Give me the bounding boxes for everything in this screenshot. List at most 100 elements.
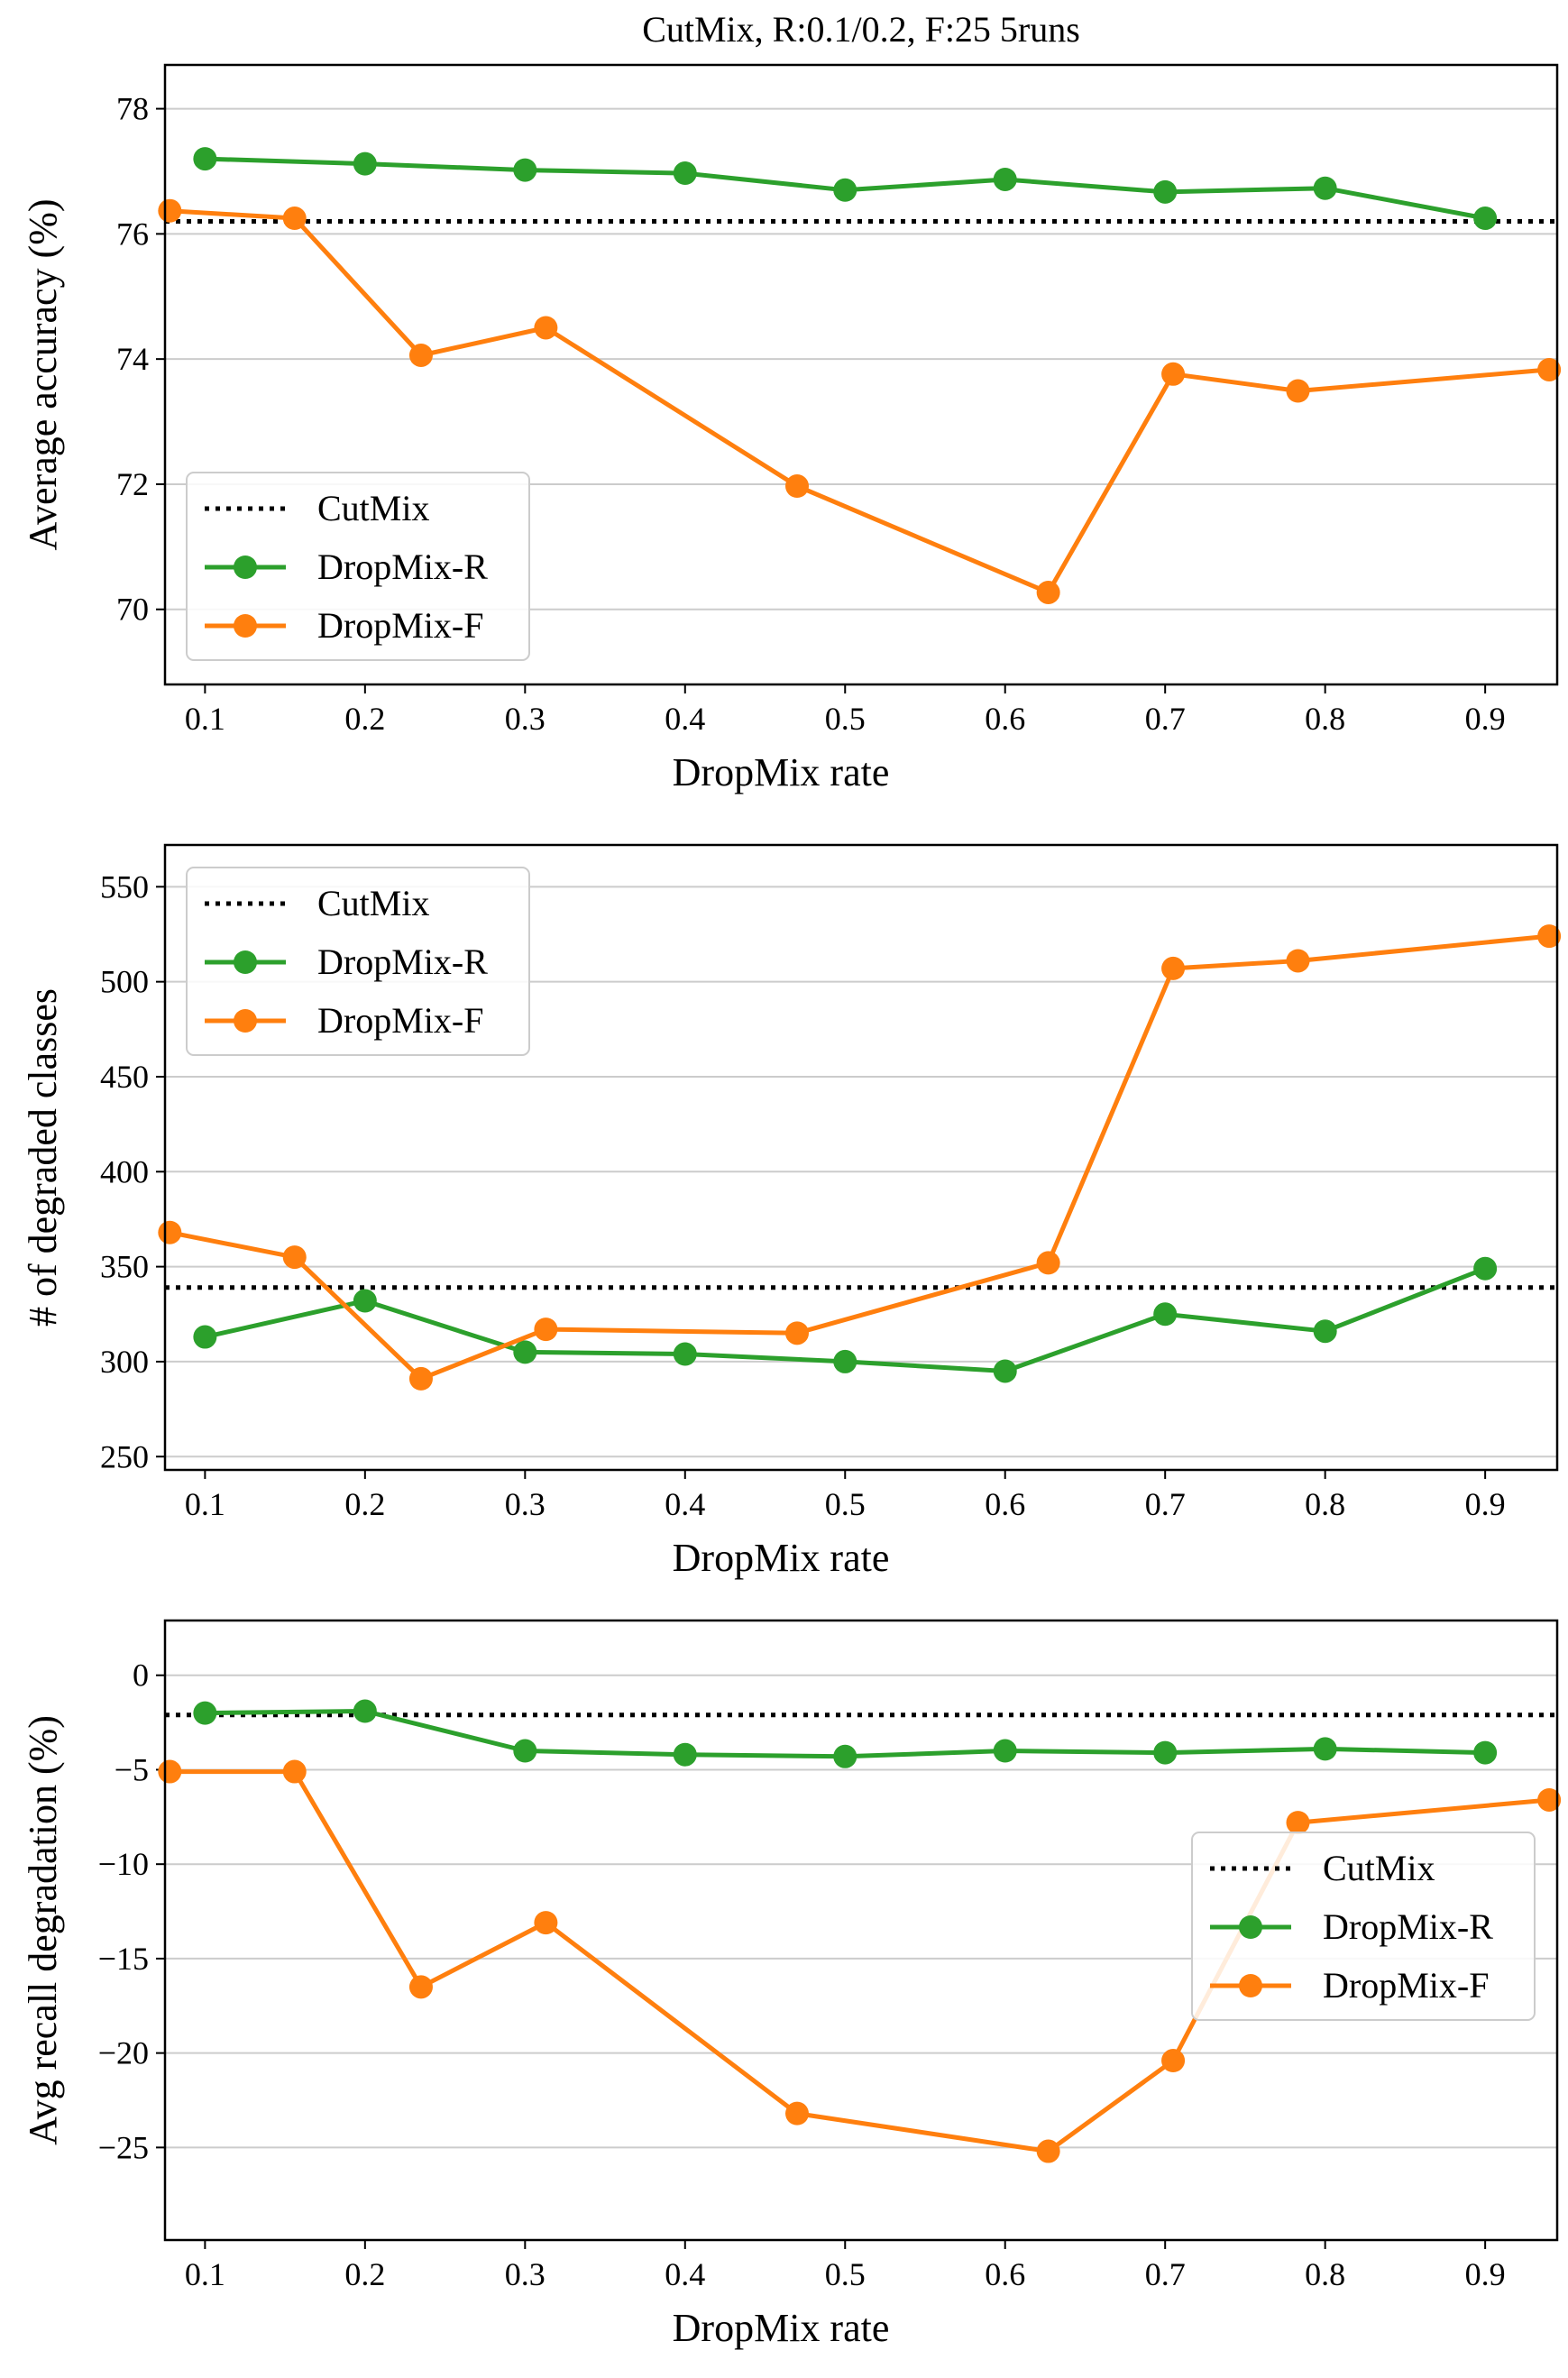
dropmix-f-point xyxy=(1537,357,1562,381)
y-tick-label: 250 xyxy=(100,1438,149,1474)
y-tick-label: 350 xyxy=(100,1249,149,1285)
y-tick-label: 72 xyxy=(116,466,149,502)
x-tick-label: 0.5 xyxy=(825,1486,866,1522)
y-tick-label: 78 xyxy=(116,91,149,127)
y-tick-label: 450 xyxy=(100,1059,149,1095)
legend-label: DropMix-F xyxy=(317,1000,483,1041)
dropmix-f-point xyxy=(158,1759,182,1784)
dropmix-f-point xyxy=(1036,1251,1060,1275)
x-tick-label: 0.6 xyxy=(985,701,1025,737)
chart-panel-3: 0 −5 −10 −15 −20 −25 0.1 0.2 0.3 0.4 0.5 0.6 0.7 0.8 0… xyxy=(21,1619,1562,2350)
legend-box xyxy=(186,472,530,661)
legend-swatch-marker xyxy=(234,555,257,579)
x-tick-label: 0.9 xyxy=(1465,1486,1506,1522)
legend-label: DropMix-F xyxy=(317,605,483,646)
x-tick-label: 0.1 xyxy=(185,2256,225,2292)
x-tick-label: 0.3 xyxy=(505,701,546,737)
chart-panel-1: 70 72 74 76 78 0.1 0.2 0.3 0.4 0.5 0.6 0.7 0.8 0.9 Dro… xyxy=(21,63,1562,794)
dropmix-f-point xyxy=(408,1366,433,1391)
y-tick-label: 550 xyxy=(100,868,149,904)
dropmix-r-point xyxy=(513,1340,537,1364)
x-axis-label: DropMix rate xyxy=(673,2306,890,2350)
dropmix-r-point xyxy=(353,1699,377,1723)
y-tick-label: 400 xyxy=(100,1153,149,1189)
dropmix-r-point xyxy=(833,1349,857,1373)
x-tick-label: 0.7 xyxy=(1145,2256,1186,2292)
dropmix-f-point xyxy=(282,1245,307,1270)
dropmix-f-point xyxy=(1537,1787,1562,1812)
dropmix-r-point xyxy=(513,1739,537,1763)
y-axis-label: # of degraded classes xyxy=(21,988,65,1327)
y-tick-label: 74 xyxy=(116,341,149,377)
x-tick-label: 0.4 xyxy=(665,701,705,737)
dropmix-r-point xyxy=(353,151,377,176)
dropmix-f-point xyxy=(1036,2139,1060,2163)
dropmix-f-point xyxy=(1161,2049,1186,2073)
chart-panel-2: 250 300 350 400 450 500 550 0.1 0.2 0.3 0.4 0.5 0.6 0… xyxy=(21,843,1562,1580)
dropmix-r-point xyxy=(833,178,857,202)
x-tick-label: 0.7 xyxy=(1145,1486,1186,1522)
y-tick-label: 76 xyxy=(116,216,149,252)
x-tick-label: 0.3 xyxy=(505,2256,546,2292)
x-tick-label: 0.4 xyxy=(665,2256,705,2292)
dropmix-f-point xyxy=(1161,362,1186,386)
y-tick-label: −25 xyxy=(98,2129,149,2165)
dropmix-r-point xyxy=(1473,1740,1498,1765)
y-tick-label: −15 xyxy=(98,1941,149,1977)
dropmix-r-point xyxy=(1313,1737,1337,1761)
legend-box xyxy=(1191,1832,1536,2021)
dropmix-r-point xyxy=(1153,1302,1178,1327)
dropmix-f-point xyxy=(1036,580,1060,604)
dropmix-r-point xyxy=(1153,1740,1178,1765)
dropmix-f-point xyxy=(1286,379,1310,403)
dropmix-r-point xyxy=(993,167,1017,191)
y-axis-label: Average accuracy (%) xyxy=(21,198,65,550)
dropmix-f-point xyxy=(785,474,810,499)
dropmix-r-point xyxy=(193,1325,217,1349)
x-tick-label: 0.8 xyxy=(1305,2256,1345,2292)
x-tick-label: 0.5 xyxy=(825,2256,866,2292)
legend-label: DropMix-R xyxy=(317,546,488,587)
axes-frame xyxy=(163,843,1559,1472)
dropmix-r-point xyxy=(353,1289,377,1313)
x-tick-label: 0.6 xyxy=(985,2256,1025,2292)
legend-swatch-marker xyxy=(234,614,257,638)
y-tick-label: 0 xyxy=(133,1657,149,1694)
dropmix-f-point xyxy=(534,1318,558,1342)
dropmix-f-point xyxy=(408,343,433,367)
y-tick-label: 500 xyxy=(100,964,149,1000)
x-axis-label: DropMix rate xyxy=(673,1536,890,1580)
x-tick-label: 0.4 xyxy=(665,1486,705,1522)
figure-title: CutMix, R:0.1/0.2, F:25 5runs xyxy=(642,9,1080,50)
axes-frame xyxy=(163,1619,1559,2242)
dropmix-f-point xyxy=(408,1975,433,1999)
y-tick-label: −20 xyxy=(98,2035,149,2071)
dropmix-r-point xyxy=(993,1739,1017,1763)
legend-label: CutMix xyxy=(317,488,429,528)
y-tick-label: 70 xyxy=(116,592,149,628)
x-tick-label: 0.2 xyxy=(344,2256,385,2292)
dropmix-r-point xyxy=(673,1342,697,1366)
y-tick-label: −10 xyxy=(98,1846,149,1882)
dropmix-f-point xyxy=(785,1321,810,1345)
x-tick-label: 0.2 xyxy=(344,1486,385,1522)
dropmix-r-point xyxy=(1313,1319,1337,1344)
x-tick-label: 0.5 xyxy=(825,701,866,737)
y-tick-label: 300 xyxy=(100,1344,149,1380)
legend: CutMix DropMix-R DropMix-F xyxy=(186,867,530,1056)
legend-box xyxy=(186,867,530,1056)
legend-label: CutMix xyxy=(1323,1848,1435,1888)
dropmix-f-point xyxy=(282,207,307,231)
dropmix-f-point xyxy=(158,1220,182,1244)
legend-swatch-marker xyxy=(234,1009,257,1033)
y-tick-label: −5 xyxy=(115,1751,149,1787)
dropmix-r-point xyxy=(1473,1256,1498,1281)
x-tick-label: 0.9 xyxy=(1465,701,1506,737)
y-axis-label: Avg recall degradation (%) xyxy=(21,1715,65,2145)
legend-label: DropMix-F xyxy=(1323,1965,1489,2006)
dropmix-f-point xyxy=(534,316,558,340)
dropmix-f-point xyxy=(282,1759,307,1784)
dropmix-r-point xyxy=(1153,179,1178,204)
legend-label: DropMix-R xyxy=(1323,1906,1493,1947)
x-tick-label: 0.3 xyxy=(505,1486,546,1522)
